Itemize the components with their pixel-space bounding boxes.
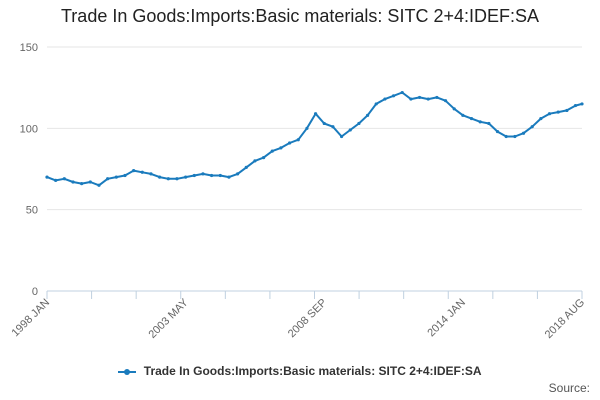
x-tick-label: 2018 AUG [543, 297, 587, 341]
data-point [469, 116, 474, 121]
data-point [322, 121, 326, 126]
data-point [495, 129, 500, 134]
data-point [140, 170, 144, 174]
y-tick-label: 100 [20, 123, 38, 135]
x-tick-label: 2008 SEP [286, 297, 330, 341]
data-point [62, 177, 66, 181]
data-point [478, 120, 482, 124]
data-point [218, 173, 222, 178]
x-tick-label: 2003 MAY [147, 296, 192, 341]
data-point [513, 134, 517, 139]
series-layer [45, 90, 584, 187]
data-point [201, 172, 205, 176]
data-point [244, 165, 248, 169]
legend[interactable]: Trade In Goods:Imports:Basic materials: … [0, 364, 600, 378]
data-point [348, 128, 352, 132]
data-point [374, 102, 378, 106]
source-credit[interactable]: Source: [548, 381, 590, 395]
data-point [573, 103, 578, 108]
data-point [504, 134, 508, 139]
data-point [556, 110, 560, 114]
data-point [71, 180, 75, 184]
data-point [530, 125, 534, 129]
data-point [184, 175, 188, 179]
data-point [426, 97, 430, 101]
data-point [97, 183, 101, 187]
x-axis [46, 290, 583, 299]
data-point [461, 113, 465, 117]
data-point [443, 99, 448, 103]
data-point [114, 175, 118, 179]
data-point [391, 94, 396, 98]
data-point [305, 126, 309, 130]
data-point [339, 134, 344, 139]
data-point [521, 131, 526, 135]
series-line [46, 91, 583, 187]
data-point [565, 108, 569, 113]
data-point [54, 178, 58, 182]
y-tick-label: 0 [32, 286, 38, 298]
data-point [331, 125, 335, 129]
data-point [106, 177, 110, 181]
y-axis: 0 50 100 150 [20, 42, 38, 298]
data-point [452, 107, 456, 111]
data-point [383, 97, 387, 101]
data-point [132, 169, 136, 173]
data-point [357, 121, 361, 126]
data-point [435, 95, 439, 100]
data-point [547, 112, 552, 116]
x-tick-labels: 1998 JAN 2003 MAY 2008 SEP 2014 JAN 2018 AUG [9, 296, 587, 341]
data-point [296, 138, 300, 142]
chart-title: Trade In Goods:Imports:Basic materials: … [60, 6, 539, 26]
data-point [261, 156, 266, 160]
gridlines [47, 46, 582, 211]
data-point [580, 102, 584, 106]
x-tick-label: 2014 JAN [425, 297, 468, 340]
data-point [287, 141, 292, 145]
data-point [166, 177, 170, 181]
x-tick-label: 1998 JAN [9, 297, 52, 340]
data-point [210, 173, 214, 178]
data-point [149, 172, 153, 176]
data-point [279, 146, 283, 150]
data-point [45, 175, 49, 179]
legend-label: Trade In Goods:Imports:Basic materials: … [143, 364, 482, 378]
y-tick-label: 150 [20, 42, 38, 54]
data-point [313, 112, 318, 116]
data-point [123, 173, 127, 178]
data-point [80, 182, 84, 186]
data-point [158, 175, 162, 179]
data-point [417, 95, 422, 100]
data-point [253, 159, 257, 163]
legend-marker-icon [118, 368, 137, 375]
data-point [365, 113, 370, 117]
data-point [88, 180, 92, 184]
data-point [192, 173, 196, 178]
y-tick-label: 50 [26, 205, 38, 217]
data-point [539, 116, 543, 121]
data-point [175, 177, 179, 181]
data-point [409, 97, 413, 101]
data-point [400, 90, 404, 95]
data-point [227, 175, 231, 179]
data-point [270, 149, 274, 153]
data-point [236, 172, 240, 176]
data-point [487, 121, 491, 126]
